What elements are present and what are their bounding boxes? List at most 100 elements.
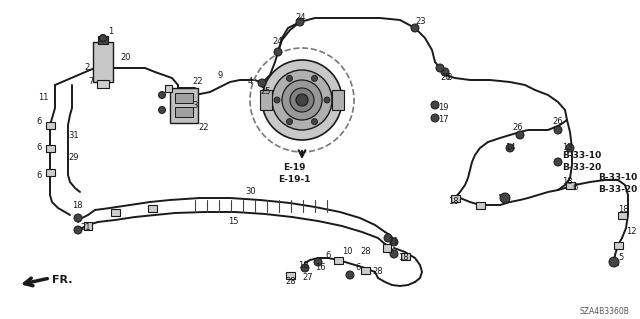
Text: FR.: FR. — [52, 275, 72, 285]
Text: 28: 28 — [285, 278, 296, 286]
Bar — [566, 182, 575, 189]
Text: 6: 6 — [36, 144, 42, 152]
Bar — [45, 168, 54, 175]
Circle shape — [506, 144, 514, 152]
Bar — [175, 93, 193, 103]
Bar — [170, 88, 198, 123]
Circle shape — [274, 48, 282, 56]
Circle shape — [384, 234, 392, 242]
Circle shape — [287, 119, 292, 125]
Bar — [84, 222, 92, 230]
Text: 6: 6 — [36, 117, 42, 127]
Text: 24: 24 — [272, 38, 282, 47]
Circle shape — [554, 158, 562, 166]
Text: 30: 30 — [245, 188, 255, 197]
Text: 11: 11 — [38, 93, 49, 102]
Text: 18: 18 — [562, 177, 573, 187]
Circle shape — [566, 144, 574, 152]
Circle shape — [346, 271, 354, 279]
Circle shape — [287, 75, 292, 81]
Text: 18: 18 — [298, 261, 308, 270]
Text: 26: 26 — [512, 123, 523, 132]
Text: 29: 29 — [68, 153, 79, 162]
Text: 14: 14 — [505, 144, 515, 152]
Text: 18: 18 — [618, 205, 628, 214]
Circle shape — [411, 24, 419, 32]
Circle shape — [554, 126, 562, 134]
Text: 20: 20 — [120, 54, 131, 63]
Bar — [383, 244, 391, 252]
Circle shape — [314, 258, 322, 266]
Text: B-33-20: B-33-20 — [562, 164, 601, 173]
Text: 20: 20 — [440, 73, 451, 83]
Text: 2: 2 — [84, 63, 89, 72]
Circle shape — [390, 250, 398, 258]
Circle shape — [441, 68, 449, 76]
Text: 27: 27 — [302, 273, 312, 283]
Circle shape — [500, 193, 510, 203]
Bar — [618, 211, 627, 219]
Bar — [111, 209, 120, 216]
Text: 16: 16 — [315, 263, 326, 272]
Bar — [147, 204, 157, 211]
Circle shape — [262, 60, 342, 140]
Text: 28: 28 — [372, 268, 383, 277]
Text: 21: 21 — [388, 238, 399, 247]
Text: 21: 21 — [80, 224, 90, 233]
Bar — [614, 241, 623, 249]
Text: 8: 8 — [446, 73, 451, 83]
Bar — [260, 90, 272, 110]
Text: 18: 18 — [398, 254, 408, 263]
Circle shape — [312, 119, 317, 125]
Text: 22: 22 — [192, 78, 202, 86]
Circle shape — [258, 79, 266, 87]
Text: 18: 18 — [448, 197, 459, 206]
Text: 13: 13 — [562, 144, 573, 152]
Text: B-33-20: B-33-20 — [598, 186, 637, 195]
Circle shape — [609, 257, 619, 267]
Text: E-19: E-19 — [283, 164, 305, 173]
Bar — [97, 80, 109, 88]
Circle shape — [301, 264, 309, 272]
Text: 10: 10 — [342, 248, 353, 256]
Circle shape — [516, 131, 524, 139]
Circle shape — [99, 34, 106, 41]
Text: 7: 7 — [88, 78, 93, 86]
Circle shape — [159, 92, 166, 99]
Text: E-19-1: E-19-1 — [278, 175, 310, 184]
Circle shape — [312, 75, 317, 81]
Text: 25: 25 — [260, 87, 271, 97]
Text: 15: 15 — [228, 218, 239, 226]
Bar — [285, 271, 294, 278]
Bar — [451, 195, 460, 202]
Text: 9: 9 — [218, 70, 223, 79]
Text: 12: 12 — [626, 227, 637, 236]
Circle shape — [290, 88, 314, 112]
Circle shape — [324, 97, 330, 103]
Text: 22: 22 — [198, 123, 209, 132]
Text: 5: 5 — [618, 254, 623, 263]
Text: 18: 18 — [72, 201, 83, 210]
Text: B-33-10: B-33-10 — [562, 151, 601, 160]
Bar — [45, 122, 54, 129]
Bar — [175, 107, 193, 117]
Circle shape — [296, 18, 304, 26]
Text: 6: 6 — [36, 170, 42, 180]
Bar — [98, 36, 108, 44]
Bar — [476, 202, 484, 209]
Text: 23: 23 — [415, 18, 426, 26]
Text: 24: 24 — [295, 13, 305, 23]
Text: 28: 28 — [360, 248, 371, 256]
Circle shape — [274, 97, 280, 103]
Circle shape — [390, 238, 398, 246]
Text: 3: 3 — [192, 100, 197, 109]
Circle shape — [74, 226, 82, 234]
Text: 4: 4 — [248, 78, 253, 86]
Bar — [360, 266, 369, 273]
Text: 31: 31 — [68, 130, 79, 139]
Text: 6: 6 — [355, 263, 360, 272]
Bar — [332, 90, 344, 110]
Bar — [401, 253, 410, 259]
Bar — [45, 145, 54, 152]
Circle shape — [431, 101, 439, 109]
